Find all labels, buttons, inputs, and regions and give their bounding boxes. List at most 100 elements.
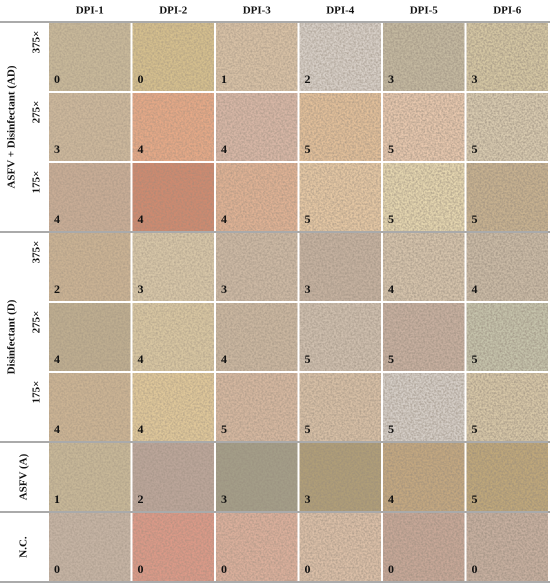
cytopathic-score: 4 bbox=[54, 422, 60, 436]
cytopathic-score: 0 bbox=[54, 562, 60, 576]
cytopathic-score: 0 bbox=[305, 562, 311, 576]
column-header: DPI-3 bbox=[243, 5, 272, 17]
micrograph-texture bbox=[49, 23, 131, 91]
micrograph-texture bbox=[216, 23, 298, 91]
column-header: DPI-6 bbox=[493, 5, 522, 17]
cytopathic-score: 5 bbox=[388, 142, 394, 156]
micrograph-texture bbox=[466, 373, 548, 441]
cytopathic-score: 0 bbox=[221, 562, 227, 576]
group-label: ASFV + Disinfectant (AD) bbox=[6, 65, 18, 188]
cytopathic-score: 4 bbox=[388, 492, 394, 506]
cytopathic-score: 1 bbox=[54, 492, 60, 506]
cytopathic-score: 3 bbox=[388, 72, 394, 86]
cytopathic-score: 4 bbox=[54, 352, 60, 366]
micrograph-texture bbox=[299, 303, 381, 371]
cytopathic-score: 4 bbox=[138, 352, 144, 366]
cytopathic-score: 2 bbox=[54, 282, 60, 296]
column-header: DPI-2 bbox=[159, 5, 188, 17]
micrograph-texture bbox=[466, 163, 548, 231]
micrograph-texture bbox=[132, 303, 214, 371]
cytopathic-score: 4 bbox=[221, 142, 227, 156]
cytopathic-score: 3 bbox=[221, 492, 227, 506]
micrograph-texture bbox=[383, 443, 465, 511]
micrograph-texture bbox=[383, 513, 465, 581]
cytopathic-score: 2 bbox=[138, 492, 144, 506]
micrograph-texture bbox=[383, 373, 465, 441]
micrograph-texture bbox=[466, 303, 548, 371]
micrograph-texture bbox=[383, 163, 465, 231]
magnification-label: 175× bbox=[31, 171, 43, 194]
cytopathic-score: 5 bbox=[472, 212, 478, 226]
micrograph-texture bbox=[216, 373, 298, 441]
micrograph-texture bbox=[49, 303, 131, 371]
cytopathic-score: 5 bbox=[388, 352, 394, 366]
cytopathic-score: 4 bbox=[221, 352, 227, 366]
cytopathic-score: 0 bbox=[54, 72, 60, 86]
cytopathic-score: 3 bbox=[472, 72, 478, 86]
cytopathic-score: 4 bbox=[54, 212, 60, 226]
micrograph-texture bbox=[49, 163, 131, 231]
micrograph-texture bbox=[49, 443, 131, 511]
micrograph-texture bbox=[132, 163, 214, 231]
cytopathic-score: 0 bbox=[138, 72, 144, 86]
cytopathic-score: 3 bbox=[221, 282, 227, 296]
cytopathic-score: 0 bbox=[472, 562, 478, 576]
micrograph-texture bbox=[299, 93, 381, 161]
cytopathic-score: 5 bbox=[472, 422, 478, 436]
micrograph-texture bbox=[49, 93, 131, 161]
column-header: DPI-4 bbox=[326, 5, 355, 17]
cytopathic-score: 5 bbox=[472, 352, 478, 366]
micrograph-texture bbox=[132, 373, 214, 441]
magnification-label: 275× bbox=[31, 311, 43, 334]
cytopathic-score: 5 bbox=[221, 422, 227, 436]
group-label: ASFV (A) bbox=[18, 453, 30, 500]
micrograph-texture bbox=[132, 233, 214, 301]
micrograph-texture bbox=[466, 93, 548, 161]
cytopathic-score: 3 bbox=[54, 142, 60, 156]
cytopathic-score: 5 bbox=[388, 212, 394, 226]
micrograph-texture bbox=[383, 23, 465, 91]
micrograph-texture bbox=[466, 233, 548, 301]
micrograph-texture bbox=[132, 93, 214, 161]
column-header: DPI-1 bbox=[76, 5, 104, 17]
cytopathic-score: 4 bbox=[138, 142, 144, 156]
micrograph-texture bbox=[49, 513, 131, 581]
micrograph-texture bbox=[216, 93, 298, 161]
micrograph-texture bbox=[216, 513, 298, 581]
micrograph-texture bbox=[299, 443, 381, 511]
micrograph-texture bbox=[383, 233, 465, 301]
micrograph-texture bbox=[383, 303, 465, 371]
magnification-label: 375× bbox=[31, 31, 43, 54]
micrograph-texture bbox=[466, 23, 548, 91]
cytopathic-score: 5 bbox=[305, 352, 311, 366]
cytopathic-score: 4 bbox=[138, 212, 144, 226]
micrograph-texture bbox=[466, 513, 548, 581]
cytopathic-score: 5 bbox=[472, 142, 478, 156]
cytopathic-score: 5 bbox=[305, 422, 311, 436]
micrograph-texture bbox=[299, 373, 381, 441]
cytopathic-score: 4 bbox=[472, 282, 478, 296]
cytopathic-score: 4 bbox=[388, 282, 394, 296]
column-header: DPI-5 bbox=[410, 5, 439, 17]
cytopathic-score: 5 bbox=[305, 212, 311, 226]
micrograph-texture bbox=[132, 513, 214, 581]
cytopathic-score: 4 bbox=[221, 212, 227, 226]
cytopathic-score: 4 bbox=[138, 422, 144, 436]
micrograph-texture bbox=[216, 303, 298, 371]
micrograph-texture bbox=[299, 513, 381, 581]
magnification-label: 275× bbox=[31, 101, 43, 124]
magnification-label: 175× bbox=[31, 381, 43, 404]
micrograph-texture bbox=[299, 23, 381, 91]
micrograph-texture bbox=[216, 163, 298, 231]
cytopathic-score: 3 bbox=[305, 492, 311, 506]
micrograph-texture bbox=[299, 163, 381, 231]
cytopathic-score: 0 bbox=[138, 562, 144, 576]
cytopathic-score: 3 bbox=[138, 282, 144, 296]
cytopathic-score: 5 bbox=[388, 422, 394, 436]
cytopathic-score: 0 bbox=[388, 562, 394, 576]
cytopathic-score: 1 bbox=[221, 72, 227, 86]
cytopathic-score: 2 bbox=[305, 72, 311, 86]
micrograph-texture bbox=[49, 373, 131, 441]
micrograph-texture bbox=[216, 233, 298, 301]
